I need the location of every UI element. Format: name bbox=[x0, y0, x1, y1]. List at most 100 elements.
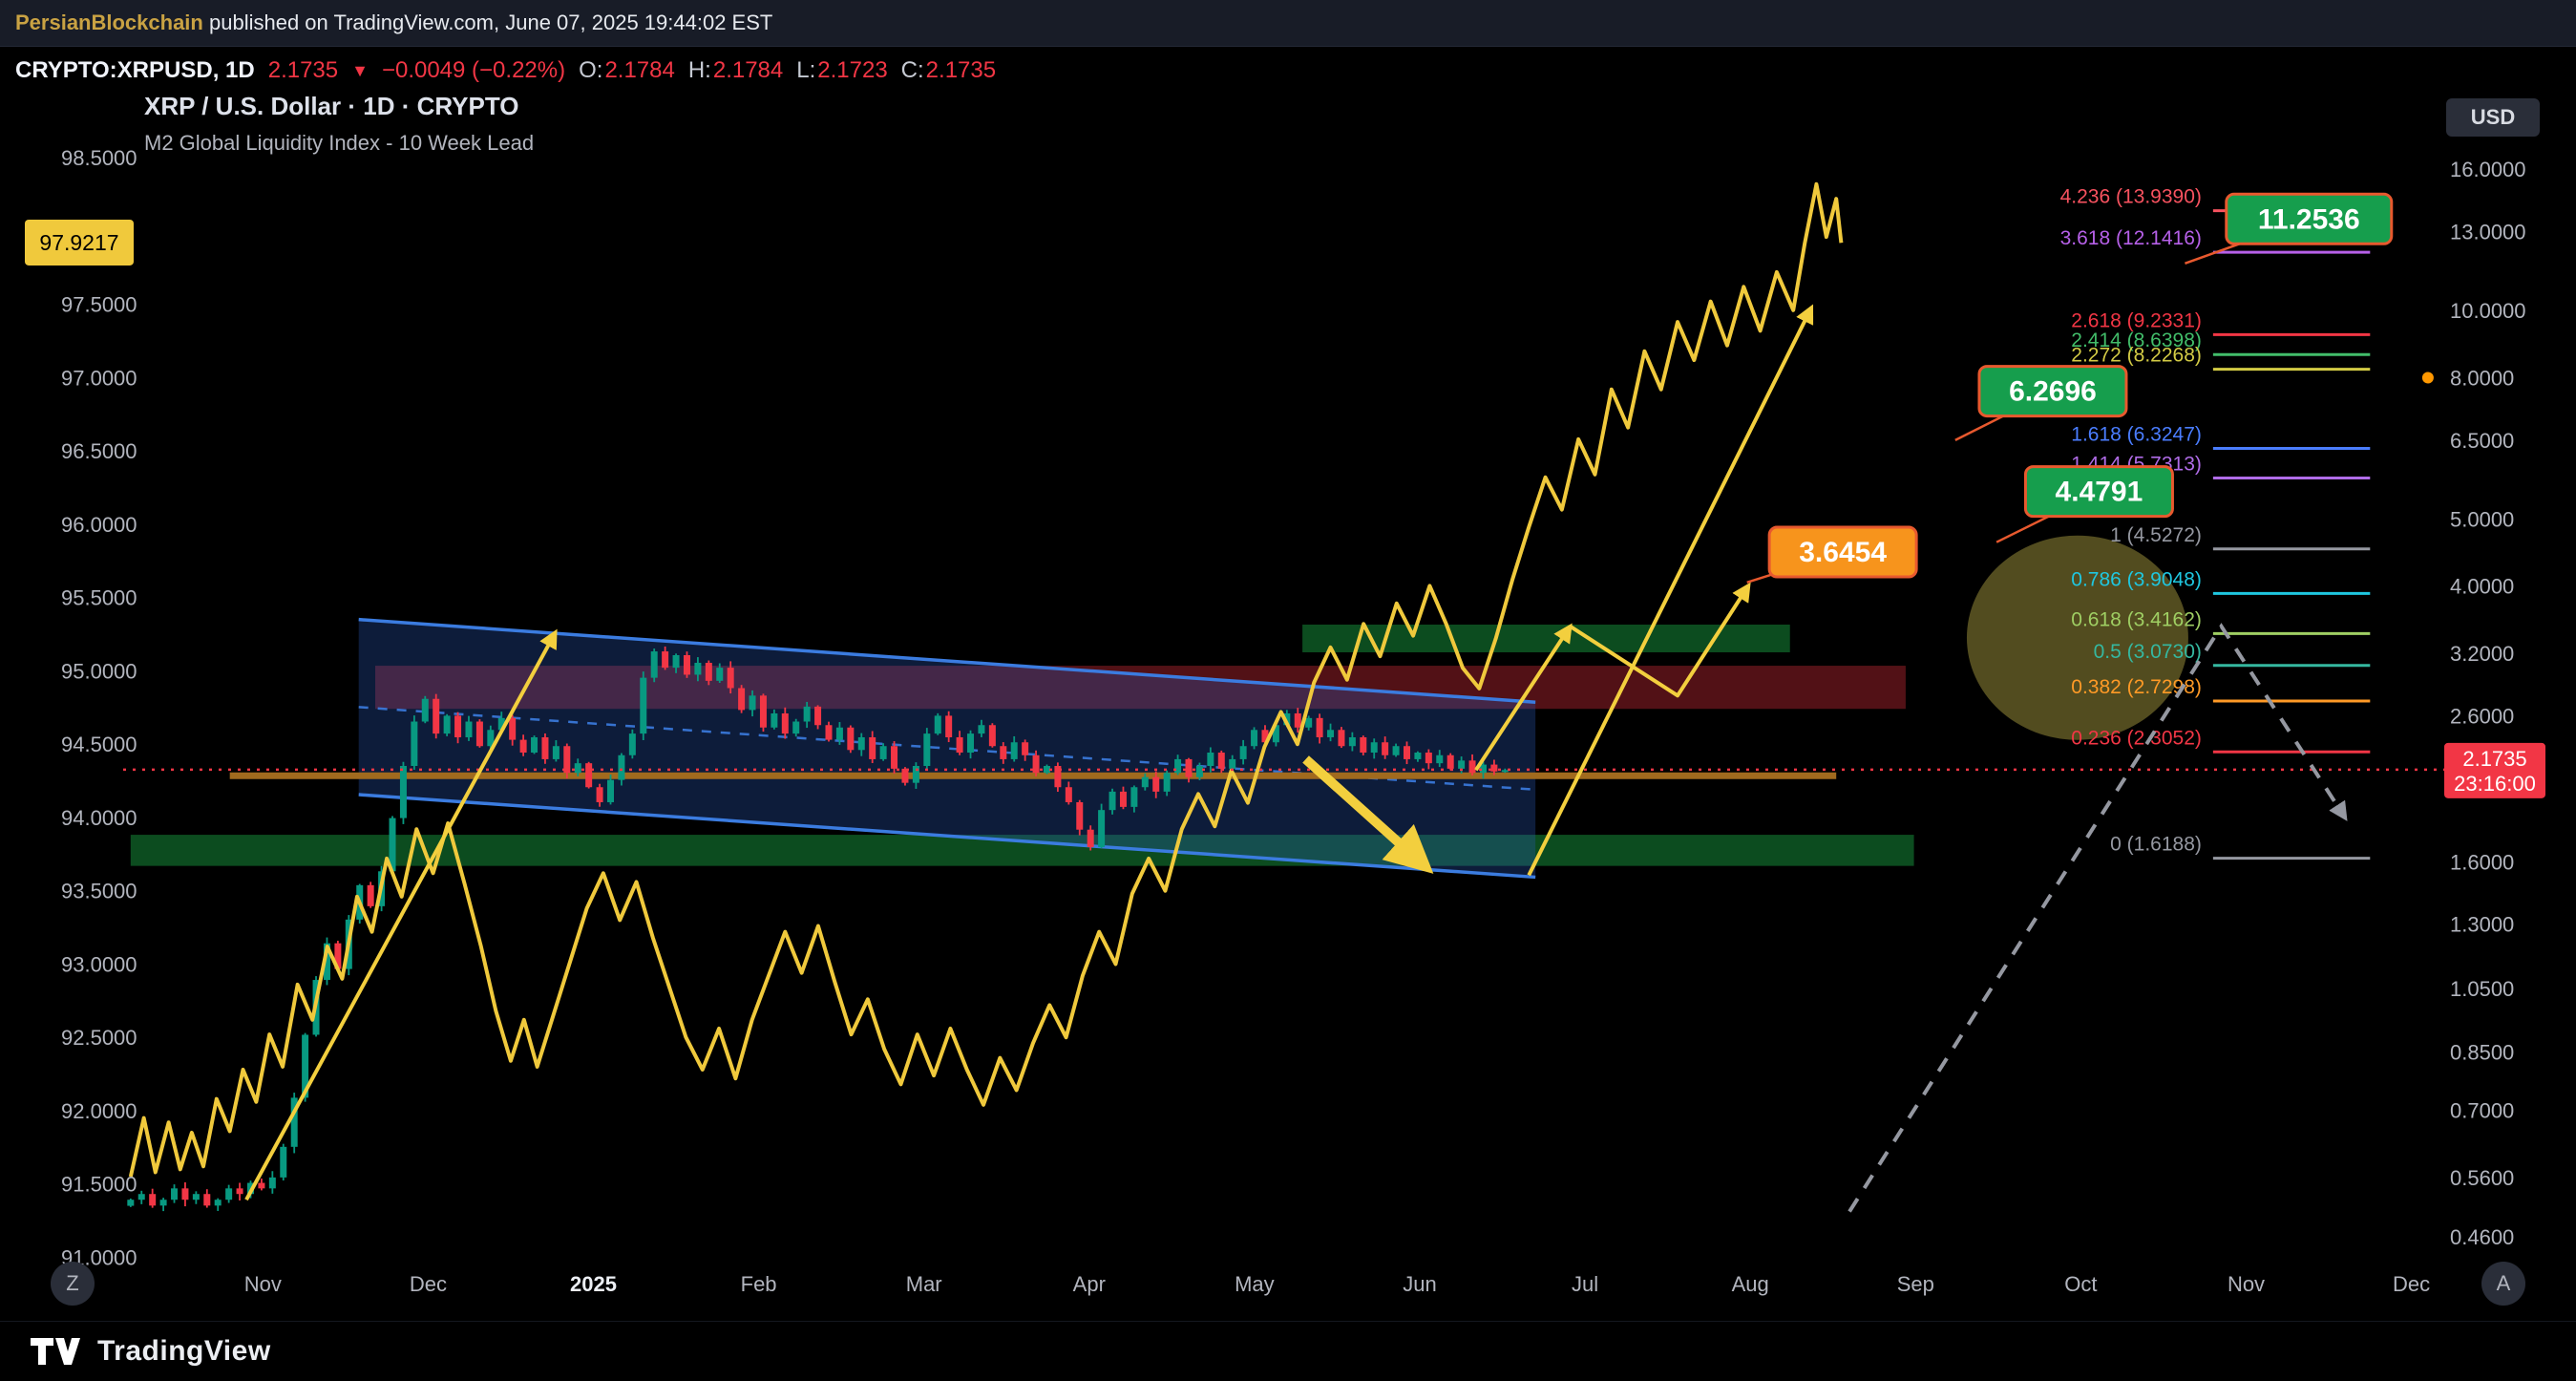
timezone-button[interactable]: Z bbox=[51, 1262, 95, 1306]
candle-body bbox=[475, 721, 483, 747]
candle-body bbox=[1032, 754, 1040, 774]
candle-body bbox=[945, 715, 953, 737]
fib-label-0.236: 0.236 (2.3052) bbox=[2071, 727, 2202, 749]
open-label: O: bbox=[579, 57, 603, 83]
candle-body bbox=[1195, 766, 1203, 777]
indicator-title[interactable]: M2 Global Liquidity Index - 10 Week Lead bbox=[144, 131, 535, 155]
fib-label-2.272: 2.272 (8.2268) bbox=[2071, 345, 2202, 367]
breakdown-arrow bbox=[1302, 755, 1434, 874]
left-axis-label: 92.0000 bbox=[61, 1099, 137, 1123]
candle-body bbox=[1294, 712, 1301, 728]
price-target-tag[interactable] bbox=[2225, 192, 2394, 245]
currency-toggle-button[interactable]: USD bbox=[2446, 98, 2540, 137]
candle-body bbox=[825, 725, 833, 740]
candle-body bbox=[694, 663, 702, 675]
candle-body bbox=[1076, 801, 1084, 830]
fib-label-4.236: 4.236 (13.9390) bbox=[2060, 186, 2202, 208]
right-axis-label: 4.0000 bbox=[2450, 575, 2514, 599]
time-axis-label: Aug bbox=[1732, 1272, 1769, 1296]
candle-body bbox=[596, 787, 603, 802]
candle-body bbox=[214, 1200, 222, 1206]
candle-body bbox=[203, 1194, 211, 1206]
candle-body bbox=[1229, 758, 1236, 769]
candle-body bbox=[563, 746, 571, 774]
candle-body bbox=[1109, 791, 1116, 811]
right-axis-label: 0.7000 bbox=[2450, 1099, 2514, 1123]
left-axis-label: 96.0000 bbox=[61, 513, 137, 537]
bounce-arrow bbox=[1474, 623, 1573, 772]
right-axis-label: 1.6000 bbox=[2450, 850, 2514, 874]
candle-body bbox=[640, 677, 647, 734]
long-target-arrow bbox=[1527, 304, 1814, 877]
right-axis-label: 10.0000 bbox=[2450, 299, 2526, 323]
candle-body bbox=[1283, 712, 1291, 726]
candle-body bbox=[749, 695, 756, 711]
candle-body bbox=[705, 663, 712, 681]
tradingview-brand-text[interactable]: TradingView bbox=[97, 1335, 271, 1367]
left-axis-label: 92.5000 bbox=[61, 1026, 137, 1050]
symbol-name[interactable]: CRYPTO:XRPUSD, 1D bbox=[15, 57, 255, 83]
candle-body bbox=[923, 733, 931, 767]
high-value: 2.1784 bbox=[712, 57, 784, 83]
right-price-axis[interactable]: 16.0000 13.0000 10.0000 8.0000 6.5000 5.0000 4… bbox=[2450, 158, 2526, 1249]
candle-body bbox=[956, 736, 963, 754]
candle-body bbox=[509, 717, 517, 740]
candle-body bbox=[1261, 730, 1269, 743]
candle-body bbox=[1217, 753, 1225, 769]
candle-body bbox=[1141, 776, 1149, 788]
left-axis-label: 93.0000 bbox=[61, 952, 137, 976]
candle-body bbox=[1043, 766, 1050, 774]
candle-body bbox=[181, 1188, 189, 1200]
price-target-tag[interactable] bbox=[1767, 525, 1918, 579]
candle-body bbox=[1436, 754, 1444, 764]
candle-body bbox=[531, 736, 538, 754]
candle-body bbox=[541, 736, 549, 759]
candle-body bbox=[443, 715, 451, 734]
time-axis[interactable]: Nov Dec 2025 Feb Mar Apr May Jun Jul Aug Sep Oct Nov… bbox=[244, 1272, 2430, 1296]
last-price-tag bbox=[2444, 742, 2545, 798]
candle-body bbox=[1207, 753, 1214, 767]
chart-pane-title[interactable]: XRP / U.S. Dollar · 1D · CRYPTO bbox=[144, 92, 519, 120]
left-axis-label: 94.0000 bbox=[61, 806, 137, 830]
candle-body bbox=[683, 654, 690, 675]
candle-body bbox=[421, 698, 429, 722]
candle-body bbox=[280, 1146, 287, 1178]
candle-body bbox=[1305, 717, 1313, 728]
candle-body bbox=[137, 1194, 145, 1200]
attribution-bar: PersianBlockchain published on TradingVi… bbox=[0, 0, 2576, 47]
candle-body bbox=[727, 668, 734, 689]
candle-body bbox=[650, 651, 658, 678]
footer-bar: TradingView bbox=[0, 1321, 2576, 1381]
attribution-text: published on TradingView.com, June 07, 2… bbox=[202, 11, 773, 34]
fib-label-0.5: 0.5 (3.0730) bbox=[2094, 641, 2202, 663]
candle-body bbox=[1370, 742, 1378, 754]
price-target-tag[interactable] bbox=[2023, 465, 2174, 519]
channel-fill bbox=[358, 619, 1536, 878]
last-price-tag-value: 2.1735 bbox=[2462, 747, 2526, 771]
m2-liquidity-line bbox=[128, 181, 1844, 1178]
time-axis-label: 2025 bbox=[570, 1272, 617, 1296]
candle-body bbox=[1414, 753, 1422, 759]
chart-legend: XRP / U.S. Dollar · 1D · CRYPTO M2 Globa… bbox=[144, 92, 534, 156]
time-axis-label: Dec bbox=[2393, 1272, 2430, 1296]
candle-body bbox=[1316, 717, 1323, 737]
auto-scale-button[interactable]: A bbox=[2481, 1262, 2525, 1306]
candle-body bbox=[334, 943, 342, 969]
left-axis-label: 95.5000 bbox=[61, 586, 137, 610]
candle-body bbox=[847, 727, 855, 751]
candle-body bbox=[268, 1177, 276, 1189]
candle-body bbox=[1251, 730, 1258, 747]
right-axis-label: 2.6000 bbox=[2450, 704, 2514, 728]
candle-body bbox=[1010, 742, 1018, 759]
price-target-tag[interactable] bbox=[1977, 365, 2128, 418]
candle-body bbox=[1360, 736, 1367, 754]
candle-body bbox=[879, 746, 887, 759]
left-price-axis[interactable]: 98.5000 97.5000 97.0000 96.5000 96.0000 95.50… bbox=[61, 146, 137, 1269]
time-axis-label: Sep bbox=[1897, 1272, 1934, 1296]
tradingview-logo-icon[interactable] bbox=[27, 1330, 84, 1372]
candle-body bbox=[934, 715, 941, 734]
candle-body bbox=[738, 688, 746, 711]
candle-body bbox=[792, 721, 800, 734]
